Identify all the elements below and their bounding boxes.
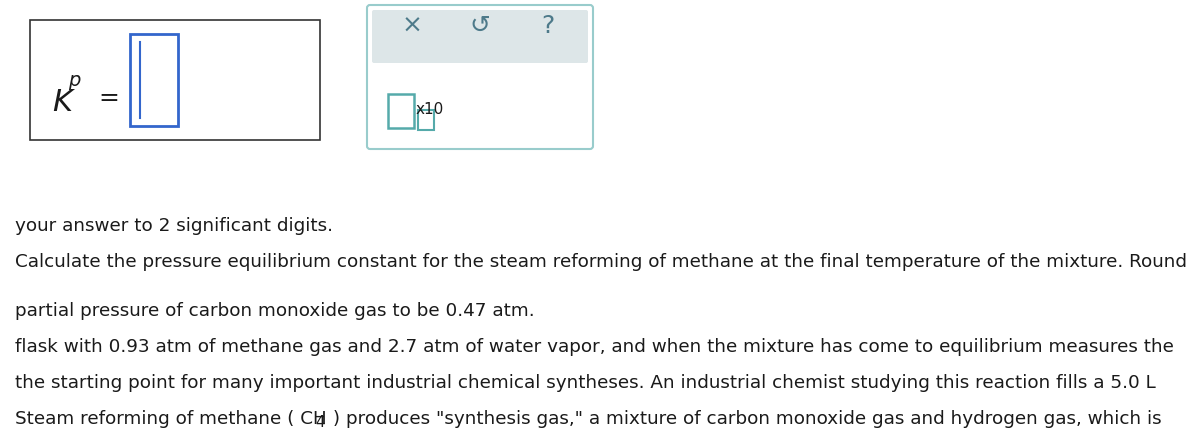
- FancyBboxPatch shape: [372, 10, 588, 63]
- Text: 4: 4: [314, 415, 324, 428]
- Bar: [418, 110, 434, 130]
- Text: Steam reforming of methane ( CH: Steam reforming of methane ( CH: [14, 410, 326, 428]
- Text: Calculate the pressure equilibrium constant for the steam reforming of methane a: Calculate the pressure equilibrium const…: [14, 253, 1187, 271]
- Text: x10: x10: [416, 102, 444, 117]
- Text: $\mathit{p}$: $\mathit{p}$: [68, 72, 82, 92]
- Bar: [388, 94, 414, 128]
- Text: the starting point for many important industrial chemical syntheses. An industri: the starting point for many important in…: [14, 374, 1156, 392]
- Text: ↺: ↺: [469, 14, 491, 38]
- Text: ×: ×: [402, 14, 422, 38]
- Text: ?: ?: [541, 14, 554, 38]
- Text: =: =: [98, 86, 119, 110]
- FancyBboxPatch shape: [367, 5, 593, 149]
- Bar: [30, 20, 320, 140]
- Text: flask with 0.93 atm of methane gas and 2.7 atm of water vapor, and when the mixt: flask with 0.93 atm of methane gas and 2…: [14, 338, 1174, 356]
- Text: ) produces "synthesis gas," a mixture of carbon monoxide gas and hydrogen gas, w: ) produces "synthesis gas," a mixture of…: [326, 410, 1162, 428]
- Text: $\mathit{K}$: $\mathit{K}$: [52, 86, 76, 118]
- Text: your answer to 2 significant digits.: your answer to 2 significant digits.: [14, 217, 334, 235]
- Bar: [130, 34, 178, 126]
- Text: partial pressure of carbon monoxide gas to be 0.47 atm.: partial pressure of carbon monoxide gas …: [14, 302, 535, 320]
